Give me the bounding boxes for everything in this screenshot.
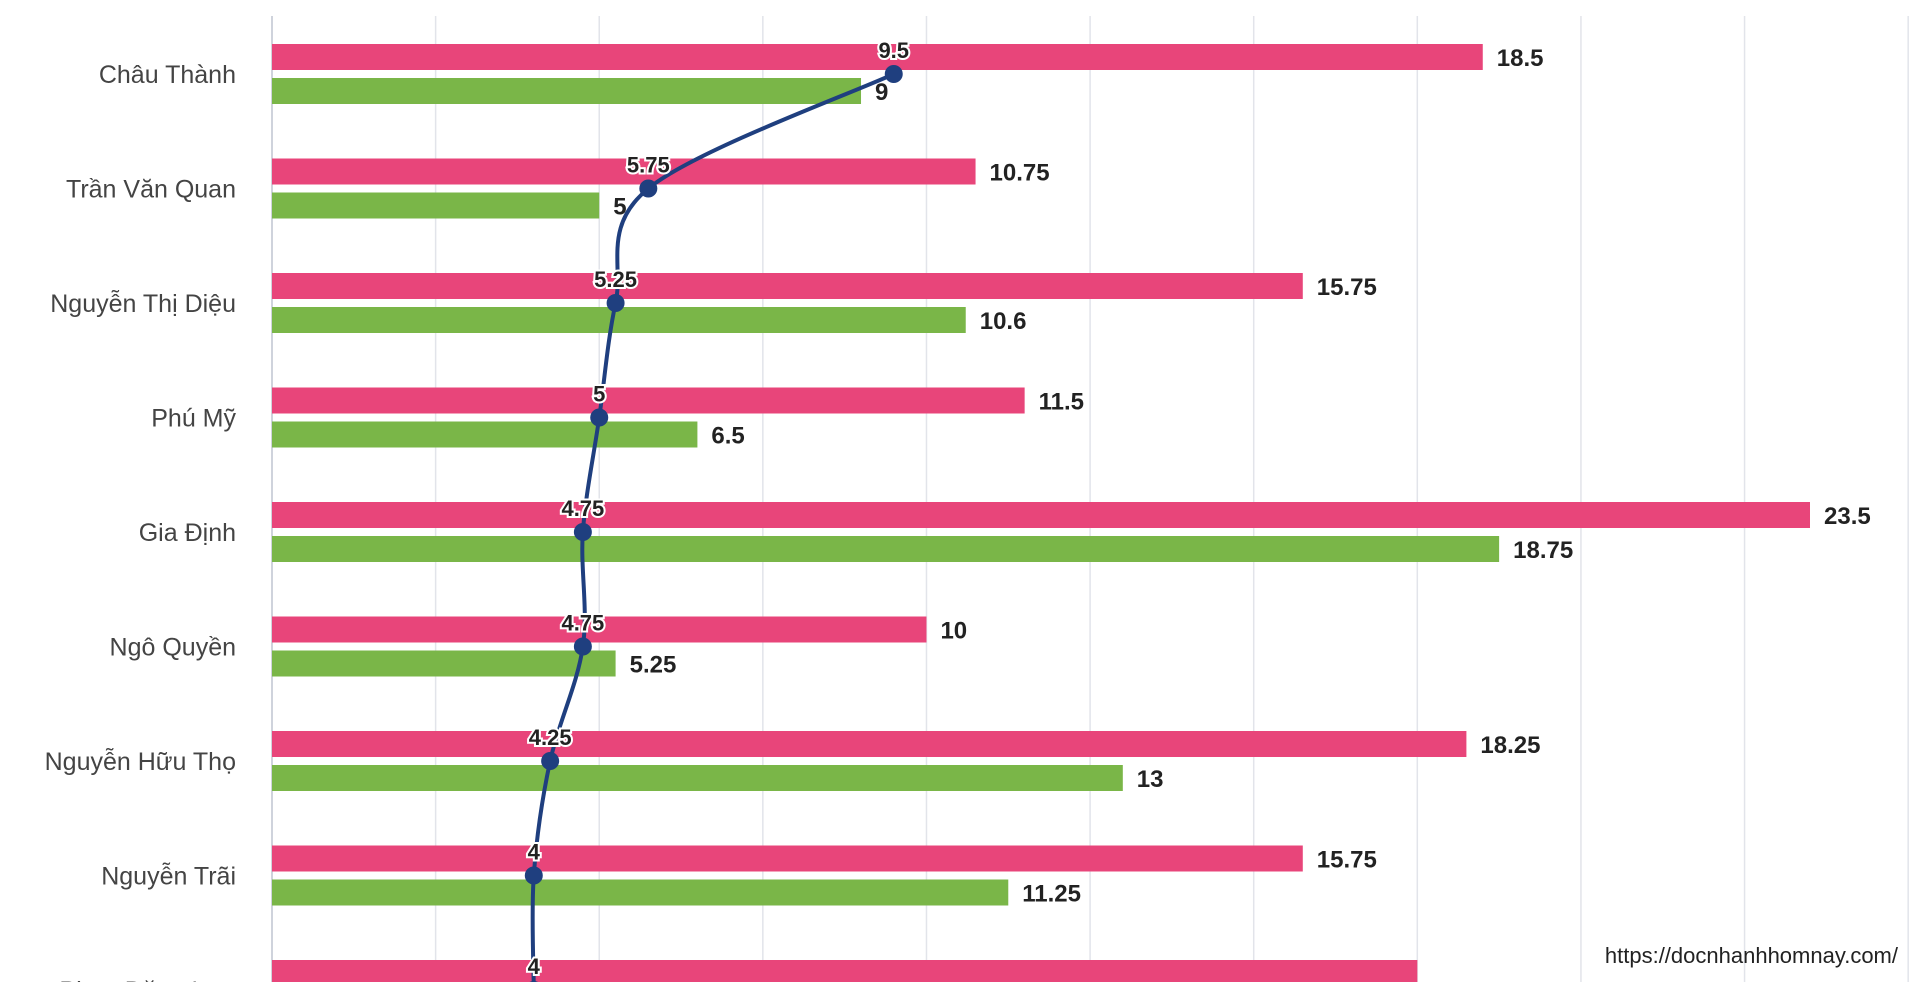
- bar-series-1-label: 23.5: [1824, 503, 1871, 530]
- bar-series-2-label: 9: [875, 79, 888, 106]
- bar-series-1: [272, 845, 1303, 872]
- bar-series-1: [272, 502, 1810, 528]
- category-label: Nguyễn Hữu Thọ: [45, 747, 236, 776]
- category-label: Nguyễn Thị Diệu: [50, 289, 236, 318]
- bar-series-1: [272, 44, 1483, 70]
- bar-series-2-label: 5: [613, 194, 626, 221]
- category-label: Nguyễn Trãi: [101, 862, 236, 891]
- bar-series-1: [272, 731, 1467, 757]
- bar-series-2-label: 10.6: [980, 308, 1027, 335]
- bar-series-1: [272, 387, 1025, 414]
- line-point-label: 5.25: [594, 267, 637, 292]
- line-point-label: 9.5: [878, 38, 909, 63]
- bar-series-1: [272, 158, 976, 185]
- bar-series-2: [272, 765, 1123, 791]
- line-point-label: 5.75: [627, 153, 670, 178]
- line-point: [541, 752, 560, 770]
- line-point-label: 5: [593, 382, 605, 407]
- line-point: [639, 179, 658, 198]
- category-label: Phú Mỹ: [151, 405, 236, 433]
- bar-series-1-label: 11.5: [1039, 389, 1084, 416]
- bar-series-2: [272, 536, 1500, 562]
- bar-series-1-label: 15.75: [1317, 274, 1377, 301]
- bar-series-2: [272, 650, 616, 677]
- line-point: [573, 523, 592, 541]
- line-point: [590, 408, 609, 427]
- line-point-label: 4: [528, 954, 541, 979]
- bar-series-2-label: 13: [1137, 766, 1164, 793]
- bar-series-2-label: 6.5: [711, 423, 744, 450]
- watermark-text: https://docnhanhhomnay.com/: [1605, 943, 1899, 968]
- category-label: Phan Đăng Lưu: [59, 977, 236, 982]
- line-point-label: 4.75: [561, 496, 604, 521]
- line-point: [606, 294, 625, 312]
- bar-series-2-label: 18.75: [1513, 537, 1573, 564]
- line-point: [524, 866, 543, 885]
- line-point-label: 4.75: [561, 611, 604, 636]
- category-label: Gia Định: [139, 519, 236, 547]
- category-label: Châu Thành: [99, 61, 236, 89]
- bar-series-1: [272, 273, 1303, 299]
- line-point-label: 4: [528, 840, 541, 865]
- bar-series-1: [272, 960, 1418, 982]
- bar-series-2: [272, 192, 600, 219]
- line-point-label: 4.25: [529, 725, 572, 750]
- bar-series-2: [272, 421, 698, 448]
- bar-series-1-label: 18.25: [1480, 732, 1540, 759]
- line-point: [573, 637, 592, 656]
- bar-series-2-label: 5.25: [630, 652, 677, 679]
- bar-series-2-label: 11.25: [1022, 881, 1081, 908]
- bar-series-2: [272, 879, 1009, 906]
- bar-series-1: [272, 616, 927, 643]
- line-point: [884, 65, 903, 83]
- category-label: Trần Văn Quan: [66, 176, 236, 204]
- bar-series-1-label: 10: [940, 618, 967, 645]
- bar-series-2: [272, 78, 862, 104]
- category-label: Ngô Quyền: [110, 634, 236, 662]
- bar-series-1-label: 15.75: [1317, 847, 1377, 874]
- bar-series-1-label: 10.75: [990, 160, 1050, 187]
- bar-series-1-label: 18.5: [1497, 45, 1544, 72]
